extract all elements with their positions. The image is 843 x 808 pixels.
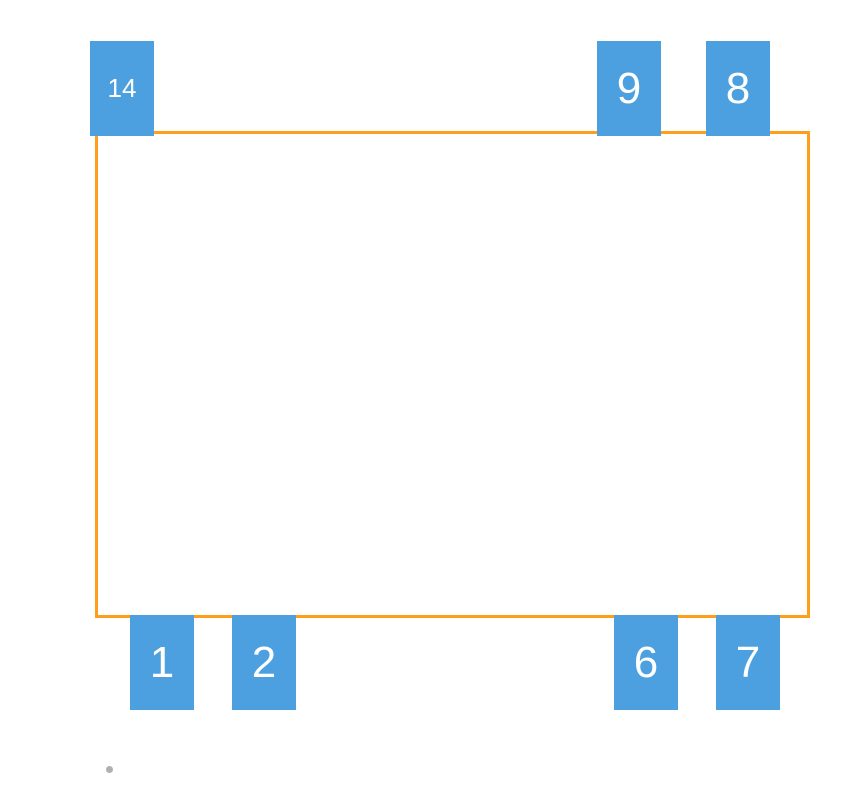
pad-label: 1 [150, 638, 174, 688]
pad-6: 6 [614, 615, 678, 710]
pad-label: 7 [736, 638, 760, 688]
pad-2: 2 [232, 615, 296, 710]
footprint-canvas: 14 9 8 1 2 6 7 [0, 0, 843, 808]
pad-9: 9 [597, 41, 661, 136]
pad-label: 2 [252, 638, 276, 688]
pad-label: 8 [726, 64, 750, 114]
pad-14: 14 [90, 41, 154, 136]
pin1-reference-dot [106, 766, 113, 773]
pad-7: 7 [716, 615, 780, 710]
pad-label: 6 [634, 638, 658, 688]
pad-8: 8 [706, 41, 770, 136]
pad-1: 1 [130, 615, 194, 710]
pad-label: 9 [617, 64, 641, 114]
pad-label: 14 [108, 73, 137, 104]
component-body-outline [95, 131, 810, 618]
